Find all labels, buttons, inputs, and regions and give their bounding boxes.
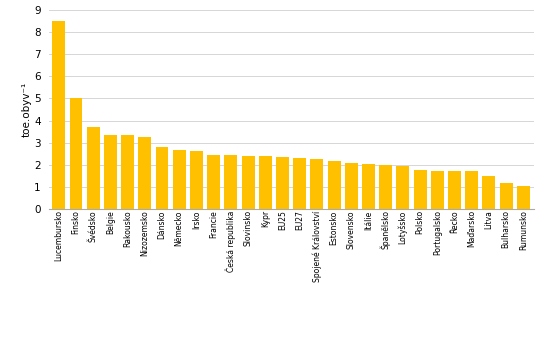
Bar xyxy=(104,135,117,209)
Bar xyxy=(345,162,358,209)
Bar xyxy=(173,150,186,209)
Bar xyxy=(396,166,409,209)
Bar xyxy=(156,147,169,209)
Bar xyxy=(328,161,341,209)
Bar xyxy=(70,98,82,209)
Bar xyxy=(362,164,375,209)
Bar xyxy=(500,183,513,209)
Bar xyxy=(87,127,100,209)
Bar xyxy=(482,176,495,209)
Bar xyxy=(465,171,478,209)
Bar xyxy=(207,155,220,209)
Bar xyxy=(379,165,392,209)
Bar xyxy=(448,171,461,209)
Y-axis label: toe.obyv⁻¹: toe.obyv⁻¹ xyxy=(22,82,31,137)
Bar xyxy=(121,135,134,209)
Bar xyxy=(241,156,254,209)
Bar xyxy=(259,156,272,209)
Bar xyxy=(431,171,444,209)
Bar xyxy=(276,157,289,209)
Bar xyxy=(52,21,65,209)
Bar xyxy=(293,158,306,209)
Bar xyxy=(413,170,426,209)
Bar xyxy=(310,159,323,209)
Bar xyxy=(139,137,151,209)
Bar xyxy=(190,151,203,209)
Bar xyxy=(517,186,530,209)
Bar xyxy=(224,155,237,209)
